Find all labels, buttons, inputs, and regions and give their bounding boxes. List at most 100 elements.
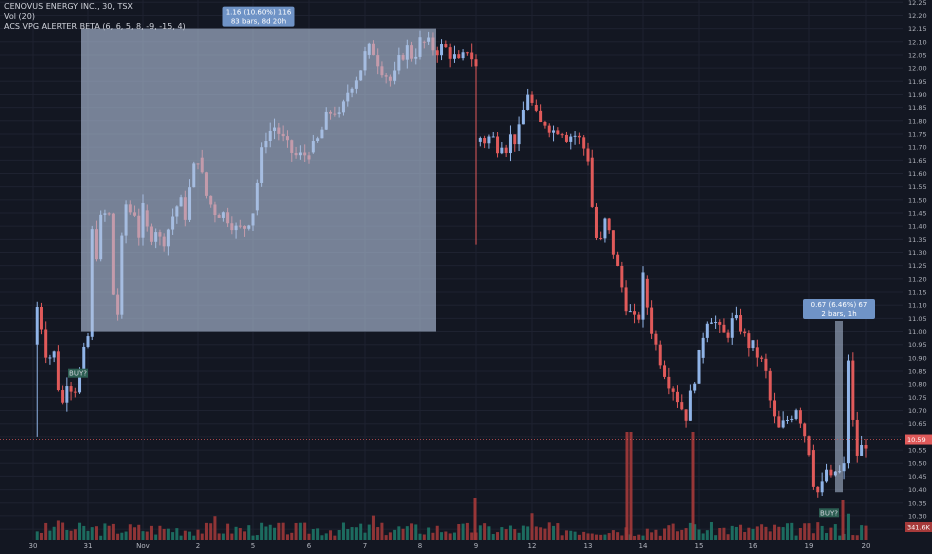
candle[interactable] bbox=[504, 144, 508, 158]
candle[interactable] bbox=[569, 133, 573, 150]
candle[interactable] bbox=[760, 355, 764, 363]
candle[interactable] bbox=[500, 141, 504, 155]
candle[interactable] bbox=[688, 384, 692, 421]
candle[interactable] bbox=[743, 328, 747, 337]
candle[interactable] bbox=[444, 40, 448, 48]
candle[interactable] bbox=[825, 463, 829, 483]
symbol-title[interactable]: CENOVUS ENERGY INC., 30, TSX bbox=[4, 2, 133, 11]
candle[interactable] bbox=[864, 439, 868, 458]
volume-indicator-label[interactable]: Vol (20) bbox=[4, 12, 35, 21]
candle[interactable] bbox=[714, 315, 718, 329]
candle[interactable] bbox=[69, 381, 73, 401]
candle[interactable] bbox=[556, 127, 560, 135]
candle[interactable] bbox=[680, 394, 684, 411]
candle[interactable] bbox=[526, 88, 530, 111]
candle[interactable] bbox=[457, 50, 461, 59]
candle[interactable] bbox=[811, 444, 815, 490]
candle[interactable] bbox=[465, 51, 469, 56]
candle[interactable] bbox=[86, 333, 90, 349]
measure-box[interactable]: 0.67 (6.46%) 672 bars, 1h bbox=[803, 299, 875, 493]
candle[interactable] bbox=[705, 321, 709, 343]
candle[interactable] bbox=[726, 329, 730, 343]
buy-signal[interactable]: BUY? bbox=[819, 508, 839, 518]
candle[interactable] bbox=[842, 456, 846, 480]
candle[interactable] bbox=[671, 386, 675, 401]
candle[interactable] bbox=[534, 99, 538, 113]
candle[interactable] bbox=[768, 368, 772, 408]
candle[interactable] bbox=[773, 392, 777, 424]
candle[interactable] bbox=[513, 134, 517, 152]
candle[interactable] bbox=[573, 131, 577, 145]
candle[interactable] bbox=[641, 266, 645, 328]
candle[interactable] bbox=[547, 123, 551, 138]
candle[interactable] bbox=[521, 101, 525, 125]
candle[interactable] bbox=[755, 339, 759, 367]
candle[interactable] bbox=[701, 332, 705, 364]
candle[interactable] bbox=[851, 352, 855, 427]
candle[interactable] bbox=[816, 486, 820, 498]
candle[interactable] bbox=[855, 411, 859, 463]
candle[interactable] bbox=[539, 104, 543, 123]
candle[interactable] bbox=[751, 340, 755, 351]
candle[interactable] bbox=[61, 385, 65, 405]
candle[interactable] bbox=[739, 308, 743, 335]
candle[interactable] bbox=[435, 46, 439, 63]
alerter-indicator-label[interactable]: ACS VPG ALERTER BETA (6, 6, 5, 8, -9, -1… bbox=[4, 22, 186, 31]
candle[interactable] bbox=[461, 49, 465, 61]
candle[interactable] bbox=[693, 382, 697, 394]
candle[interactable] bbox=[560, 132, 564, 138]
candle[interactable] bbox=[734, 306, 738, 321]
candle[interactable] bbox=[564, 131, 568, 143]
candle[interactable] bbox=[611, 230, 615, 259]
candle[interactable] bbox=[777, 410, 781, 428]
candle[interactable] bbox=[478, 136, 482, 147]
candle[interactable] bbox=[697, 349, 701, 384]
candle[interactable] bbox=[663, 360, 667, 380]
candle[interactable] bbox=[577, 132, 581, 145]
candle[interactable] bbox=[633, 303, 637, 324]
candle[interactable] bbox=[820, 472, 824, 496]
candle[interactable] bbox=[730, 312, 734, 345]
candle[interactable] bbox=[452, 45, 456, 63]
candle[interactable] bbox=[552, 125, 556, 142]
candle[interactable] bbox=[722, 318, 726, 333]
candle[interactable] bbox=[794, 408, 798, 421]
candle[interactable] bbox=[781, 411, 785, 429]
candle[interactable] bbox=[483, 135, 487, 149]
candle[interactable] bbox=[44, 321, 48, 364]
candle[interactable] bbox=[798, 407, 802, 429]
candle[interactable] bbox=[594, 203, 598, 241]
candle[interactable] bbox=[52, 350, 56, 363]
candle[interactable] bbox=[73, 387, 77, 398]
candle[interactable] bbox=[607, 217, 611, 234]
candle[interactable] bbox=[667, 367, 671, 395]
candle[interactable] bbox=[508, 125, 512, 162]
candle[interactable] bbox=[530, 91, 534, 106]
candle[interactable] bbox=[709, 318, 713, 325]
candle[interactable] bbox=[637, 311, 641, 324]
candle[interactable] bbox=[790, 415, 794, 423]
candle[interactable] bbox=[491, 131, 495, 138]
candle[interactable] bbox=[543, 120, 547, 129]
candle[interactable] bbox=[474, 54, 478, 245]
candle[interactable] bbox=[650, 300, 654, 339]
candle[interactable] bbox=[675, 385, 679, 408]
candle[interactable] bbox=[65, 377, 69, 412]
buy-signal[interactable]: BUY? bbox=[68, 368, 88, 378]
candle[interactable] bbox=[487, 134, 491, 149]
candle[interactable] bbox=[747, 330, 751, 357]
candle[interactable] bbox=[684, 409, 688, 428]
candle[interactable] bbox=[448, 43, 452, 68]
candle[interactable] bbox=[616, 251, 620, 267]
candle[interactable] bbox=[82, 342, 86, 372]
candle[interactable] bbox=[582, 135, 586, 156]
candle[interactable] bbox=[785, 415, 789, 424]
candle[interactable] bbox=[586, 142, 590, 166]
candle[interactable] bbox=[470, 43, 474, 67]
candle[interactable] bbox=[599, 231, 603, 241]
candle[interactable] bbox=[807, 435, 811, 457]
candle[interactable] bbox=[35, 301, 39, 437]
candle[interactable] bbox=[48, 354, 52, 365]
